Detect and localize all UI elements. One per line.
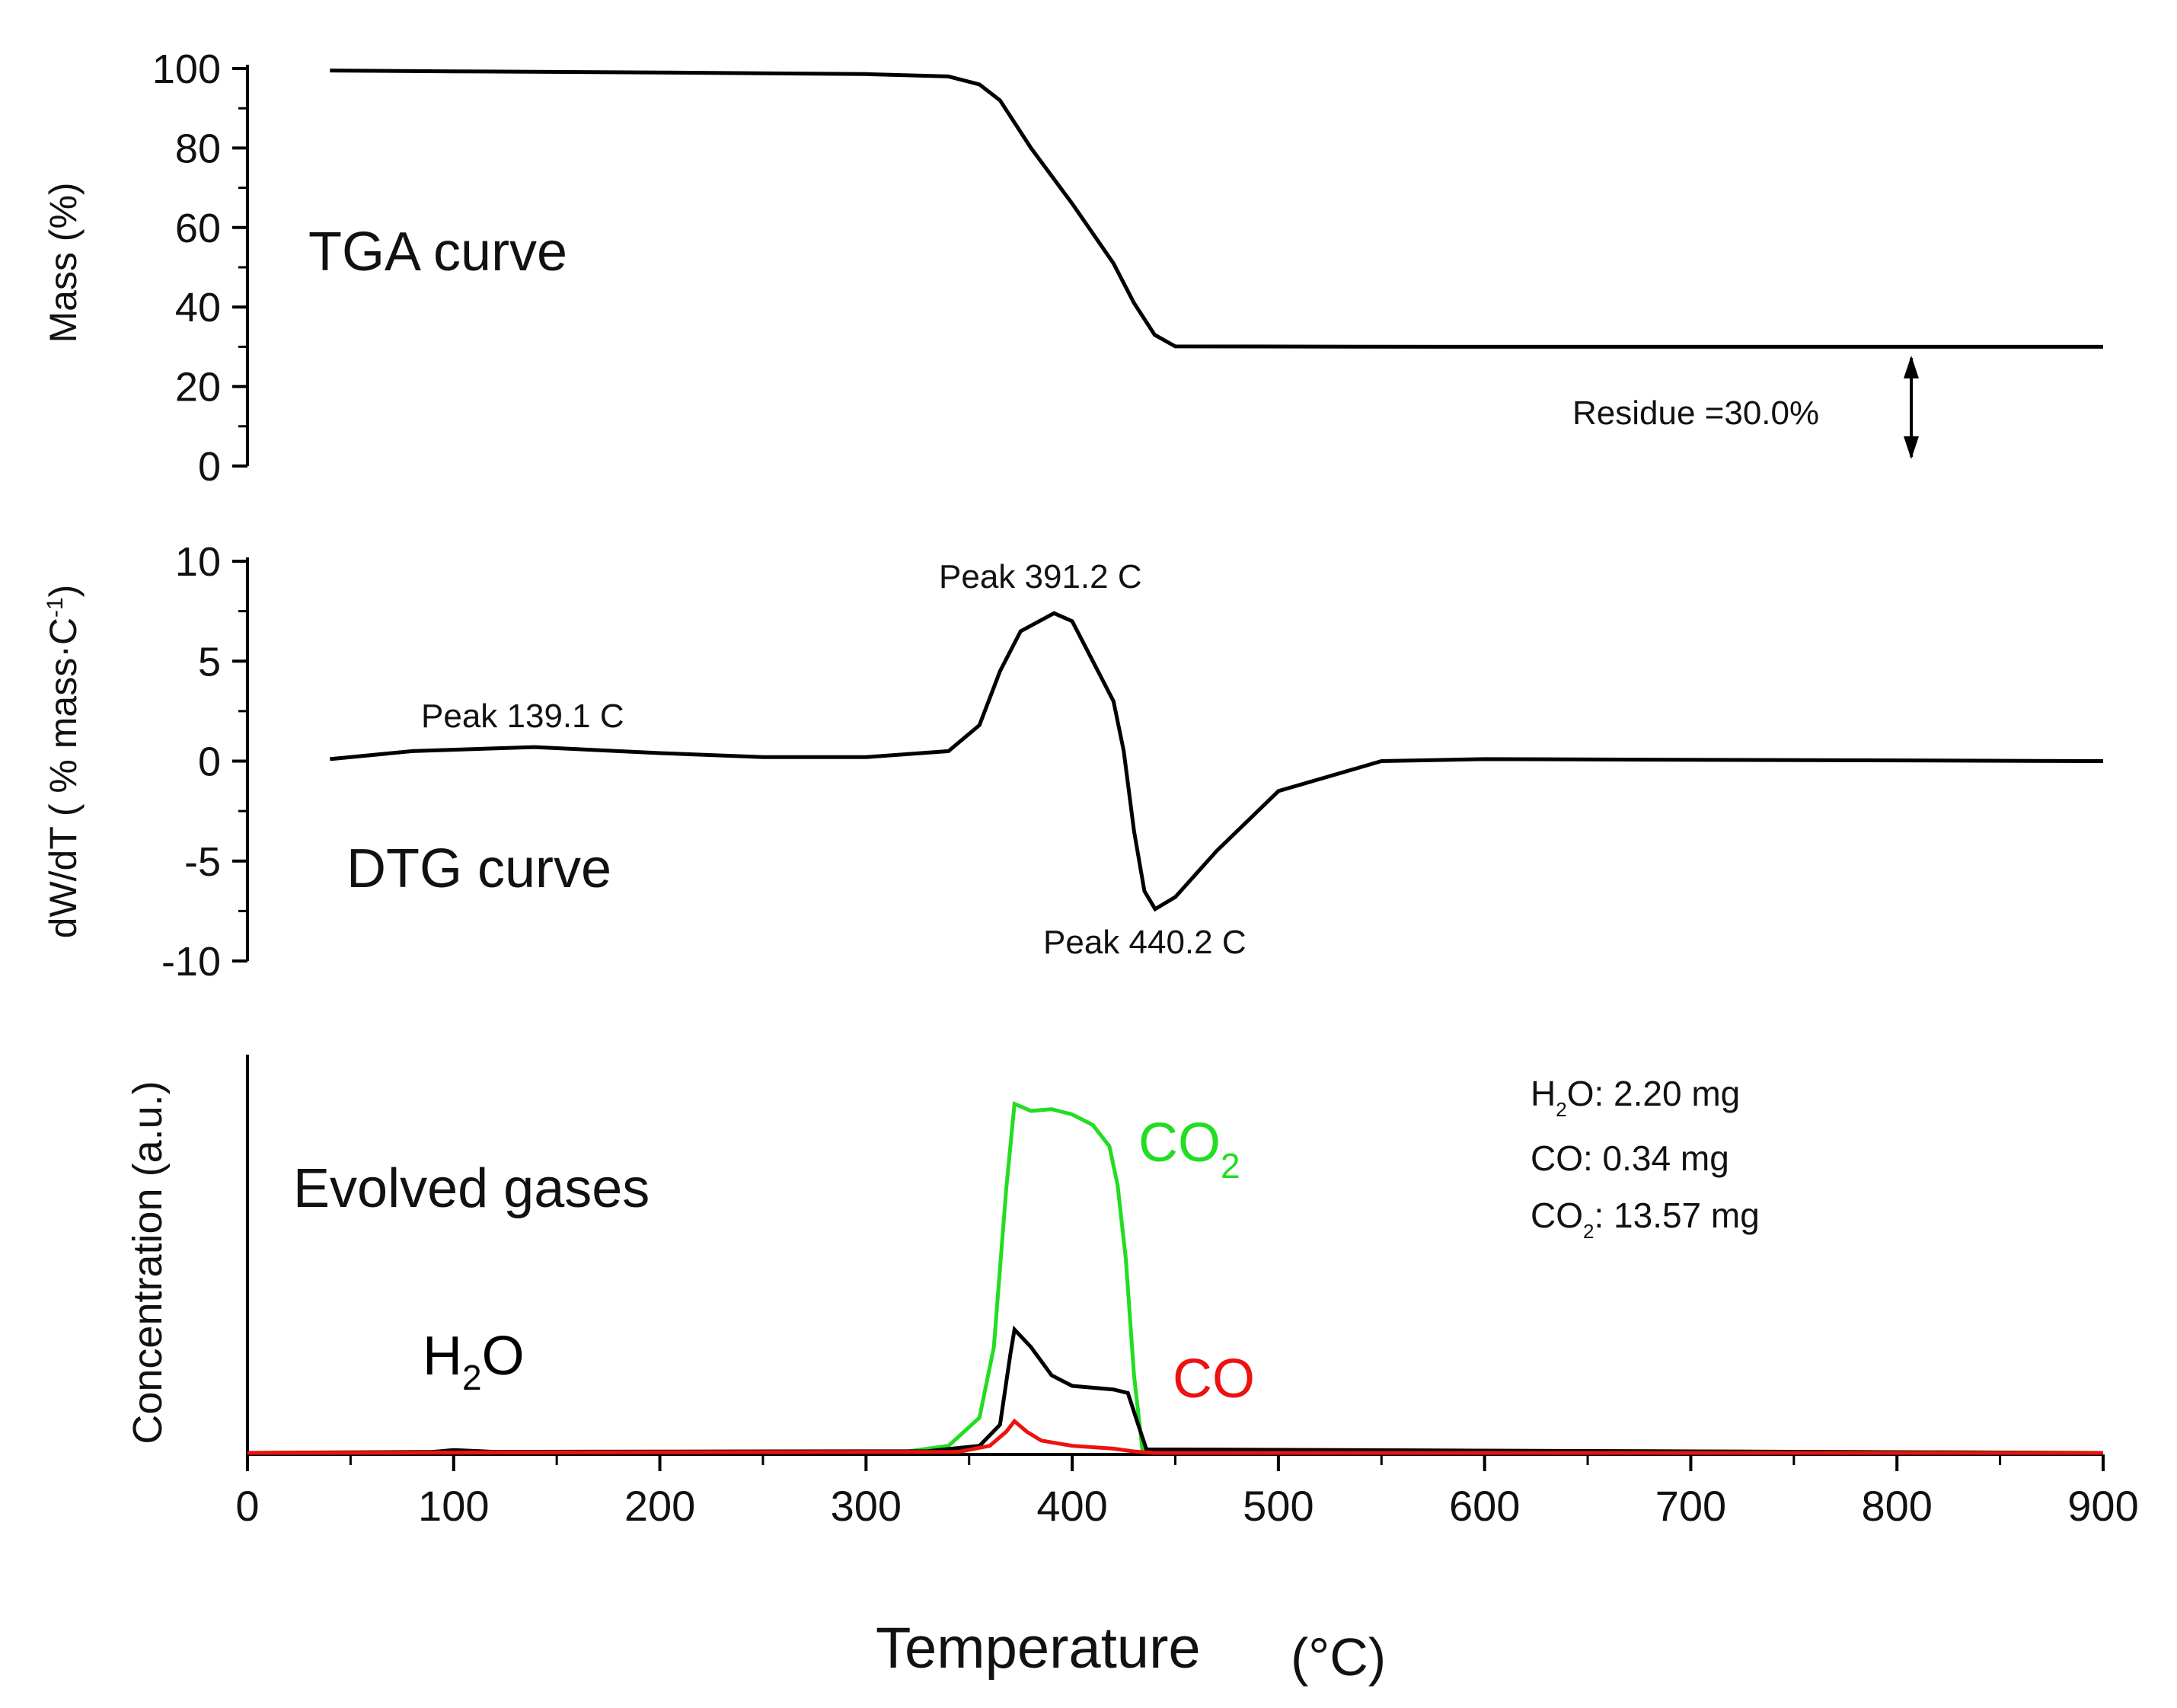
x-tick-label: 900 <box>2067 1482 2138 1530</box>
tga-y-tick-label: 60 <box>175 206 221 251</box>
residue-arrow <box>1904 356 1919 459</box>
legend-co: CO: 0.34 mg <box>1531 1138 1729 1178</box>
tga-y-ticks: 0 20 40 60 80 100 <box>152 46 247 490</box>
tga-y-tick-label: 0 <box>198 444 221 490</box>
tga-y-axis-label: Mass (%) <box>42 182 85 343</box>
x-tick-label: 800 <box>1862 1482 1933 1530</box>
legend-co2: CO2: 13.57 mg <box>1531 1196 1760 1243</box>
dtg-peak-label-139: Peak 139.1 C <box>421 698 624 735</box>
gas-title: Evolved gases <box>293 1158 650 1219</box>
co-curve <box>247 1418 2103 1455</box>
tga-title: TGA curve <box>308 222 567 283</box>
dtg-title: DTG curve <box>346 838 611 899</box>
dtg-peak-label-440: Peak 440.2 C <box>1043 924 1247 961</box>
x-tick-label: 0 <box>235 1482 259 1530</box>
co-series-label: CO <box>1173 1349 1255 1409</box>
h2o-series-label: H2O <box>423 1326 525 1397</box>
tga-y-tick-label: 20 <box>175 365 221 410</box>
tga-y-tick-label: 80 <box>175 126 221 171</box>
dtg-y-ticks: -10 -5 0 5 10 <box>161 539 247 985</box>
dtg-y-tick-label: -10 <box>161 939 221 985</box>
tga-panel: 0 20 40 60 80 100 Mass (%) TGA curve Residue … <box>42 46 2103 490</box>
x-tick-label: 700 <box>1655 1482 1726 1530</box>
x-tick-label: 300 <box>831 1482 902 1530</box>
x-tick-label: 600 <box>1449 1482 1520 1530</box>
dtg-curve <box>330 611 2104 912</box>
x-tick-label: 500 <box>1243 1482 1314 1530</box>
tga-mass-curve <box>330 69 2103 349</box>
gas-mass-legend: H2O: 2.20 mg CO: 0.34 mg CO2: 13.57 mg <box>1531 1074 1760 1243</box>
tga-y-tick-label: 100 <box>152 46 221 92</box>
x-axis-unit: (°C) <box>1291 1627 1386 1687</box>
legend-h2o: H2O: 2.20 mg <box>1531 1074 1740 1121</box>
residue-annotation: Residue =30.0% <box>1572 394 1819 432</box>
dtg-y-tick-label: -5 <box>184 839 221 885</box>
dtg-peak-label-391: Peak 391.2 C <box>939 558 1142 595</box>
gas-x-ticks: 0 100 200 300 400 500 600 700 800 900 <box>235 1454 2139 1530</box>
dtg-y-tick-label: 0 <box>198 739 221 785</box>
dtg-y-tick-label: 10 <box>175 539 221 585</box>
gas-y-axis-label: Concentration (a.u.) <box>125 1081 171 1444</box>
dtg-y-tick-label: 5 <box>198 639 221 685</box>
gas-panel: 0 100 200 300 400 500 600 700 800 900 Concentrati… <box>125 1055 2139 1687</box>
co2-curve <box>247 1100 2104 1455</box>
co2-series-label: CO2 <box>1138 1113 1240 1186</box>
x-axis-label: Temperature <box>876 1616 1201 1681</box>
x-tick-label: 400 <box>1036 1482 1107 1530</box>
x-tick-label: 200 <box>624 1482 695 1530</box>
tga-y-tick-label: 40 <box>175 285 221 330</box>
dtg-y-axis-label: dW/dT ( % mass·C-1) <box>42 585 85 939</box>
x-tick-label: 100 <box>418 1482 489 1530</box>
